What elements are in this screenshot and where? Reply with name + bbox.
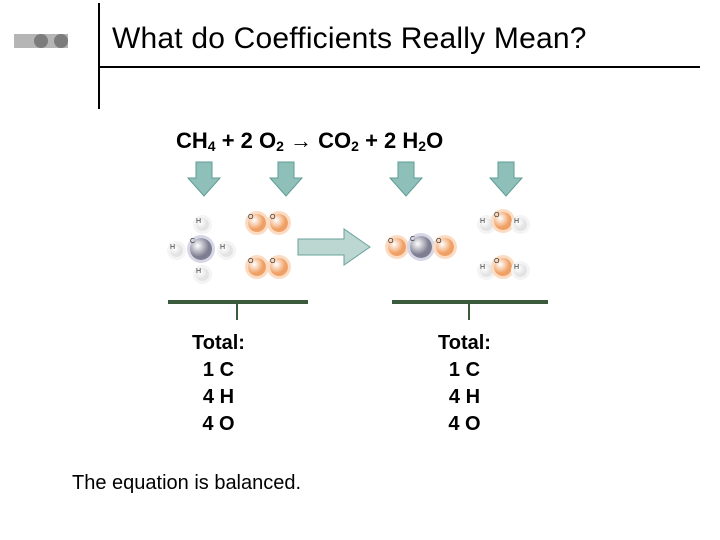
tally-bar-right xyxy=(392,300,548,304)
vertical-rule xyxy=(98,3,100,109)
totals-heading: Total: xyxy=(192,330,245,357)
equation: CH4 + 2 O2 → CO2 + 2 H2O xyxy=(176,128,443,154)
equation-term: CH4 xyxy=(176,128,216,153)
atom-o: O xyxy=(494,258,512,276)
atom-h: H xyxy=(480,218,493,231)
atom-o: O xyxy=(270,258,288,276)
atom-o: O xyxy=(388,238,406,256)
tally-bar-left xyxy=(168,300,308,304)
footnote: The equation is balanced. xyxy=(72,472,301,495)
totals-heading: Total: xyxy=(438,330,491,357)
totals-line: 1 C xyxy=(192,357,245,384)
down-arrow-2 xyxy=(268,160,304,200)
atom-h: H xyxy=(514,218,527,231)
molecule-ch4: H H C H H xyxy=(170,218,236,284)
atom-h: H xyxy=(480,264,493,277)
tally-tick-right xyxy=(468,304,470,320)
down-arrow-4 xyxy=(488,160,524,200)
atom-o: O xyxy=(436,238,454,256)
tally-tick-left xyxy=(236,304,238,320)
atom-h: H xyxy=(514,264,527,277)
big-right-arrow xyxy=(296,225,374,269)
horizontal-rule xyxy=(98,66,700,68)
atom-o: O xyxy=(248,258,266,276)
totals-line: 4 O xyxy=(438,411,491,438)
bullet-2 xyxy=(34,34,48,48)
equation-term: CO2 xyxy=(318,128,359,153)
atom-h: H xyxy=(196,218,209,231)
atom-h: H xyxy=(220,244,233,257)
down-arrow-3 xyxy=(388,160,424,200)
atom-o: O xyxy=(248,214,266,232)
atom-h: H xyxy=(196,268,209,281)
totals-line: 4 O xyxy=(192,411,245,438)
bullet-1 xyxy=(14,34,28,48)
totals-left: Total: 1 C 4 H 4 O xyxy=(192,330,245,438)
bullet-row xyxy=(14,34,68,48)
atom-o: O xyxy=(494,212,512,230)
totals-line: 4 H xyxy=(192,384,245,411)
totals-right: Total: 1 C 4 H 4 O xyxy=(438,330,491,438)
atom-h: H xyxy=(170,244,183,257)
totals-line: 1 C xyxy=(438,357,491,384)
equation-term: 2 H2O xyxy=(384,128,443,153)
equation-term: 2 O2 xyxy=(241,128,284,153)
arrow-glyph: → xyxy=(290,128,312,153)
bullet-3 xyxy=(54,34,68,48)
atom-o: O xyxy=(270,214,288,232)
page-title: What do Coefficients Really Mean? xyxy=(112,22,587,56)
atom-c: C xyxy=(190,238,212,260)
atom-c: C xyxy=(410,236,432,258)
down-arrow-1 xyxy=(186,160,222,200)
totals-line: 4 H xyxy=(438,384,491,411)
